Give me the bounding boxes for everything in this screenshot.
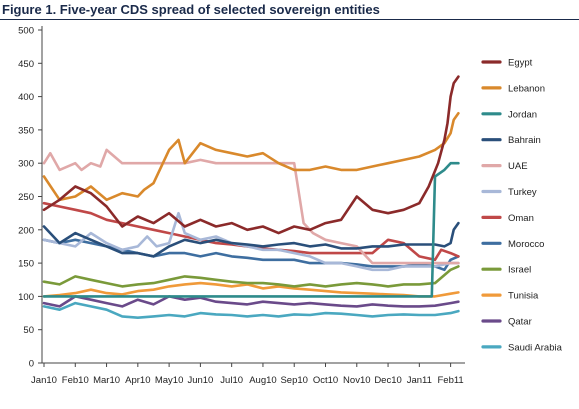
- chart-title: Figure 1. Five-year CDS spread of select…: [2, 2, 380, 17]
- x-tick-label: Oct10: [313, 375, 338, 386]
- x-tick-label: Feb11: [437, 375, 463, 386]
- legend-label-lebanon: Lebanon: [508, 83, 545, 94]
- x-tick-label: Sep10: [280, 375, 307, 386]
- chart-axes: 0 50 100 150 200 250 300 350 400 450 500 Jan10 Feb10…: [18, 26, 465, 386]
- series-line-israel: [42, 265, 460, 288]
- x-tick-label: Feb10: [62, 375, 89, 386]
- x-tick-label: Jan10: [31, 375, 57, 386]
- y-tick-label: 0: [29, 359, 34, 370]
- y-tick-label: 100: [18, 292, 34, 303]
- series-line-saudi-arabia: [42, 301, 460, 320]
- series-line-uae: [42, 148, 460, 265]
- y-tick-label: 250: [18, 192, 34, 203]
- y-tick-label: 300: [18, 159, 34, 170]
- x-tick-label: Nov10: [343, 375, 370, 386]
- legend-label-qatar: Qatar: [508, 317, 532, 328]
- y-tick-label: 450: [18, 59, 34, 70]
- legend-label-turkey: Turkey: [508, 187, 537, 198]
- x-tick-label: Jul10: [220, 375, 243, 386]
- series-line-bahrain: [42, 221, 460, 258]
- x-tick-label: Jun10: [187, 375, 213, 386]
- x-tick-label: Mar10: [93, 375, 120, 386]
- y-tick-label: 50: [23, 325, 34, 336]
- series-line-egypt: [42, 75, 460, 235]
- y-tick-label: 200: [18, 225, 34, 236]
- series-line-jordan: [42, 161, 460, 298]
- legend-label-morocco: Morocco: [508, 239, 544, 250]
- series-lines: [42, 75, 460, 320]
- x-tick-label: Dec10: [374, 375, 401, 386]
- series-line-oman: [42, 201, 460, 262]
- legend-label-tunisia: Tunisia: [508, 291, 539, 302]
- chart-legend: Egypt Lebanon Jordan Bahrain UAE Turkey Oman Mo…: [481, 58, 563, 353]
- x-tick-label: Jan11: [407, 375, 432, 386]
- legend-label-oman: Oman: [508, 213, 534, 224]
- x-tick-label: May10: [155, 375, 184, 386]
- legend-label-israel: Israel: [508, 265, 531, 276]
- legend-label-uae: UAE: [508, 161, 528, 172]
- y-tick-label: 500: [18, 26, 34, 37]
- title-underline: [0, 19, 579, 20]
- y-tick-label: 150: [18, 259, 34, 270]
- series-line-qatar: [42, 295, 460, 308]
- y-tick-label: 350: [18, 125, 34, 136]
- series-line-tunisia: [42, 281, 460, 298]
- series-line-lebanon: [42, 112, 460, 202]
- x-tick-label: Aug10: [249, 375, 276, 386]
- y-tick-label: 400: [18, 92, 34, 103]
- x-tick-label: Apr10: [125, 375, 150, 386]
- legend-label-jordan: Jordan: [508, 109, 537, 120]
- legend-label-bahrain: Bahrain: [508, 135, 541, 146]
- legend-label-egypt: Egypt: [508, 58, 533, 69]
- legend-label-saudi-arabia: Saudi Arabia: [508, 342, 563, 353]
